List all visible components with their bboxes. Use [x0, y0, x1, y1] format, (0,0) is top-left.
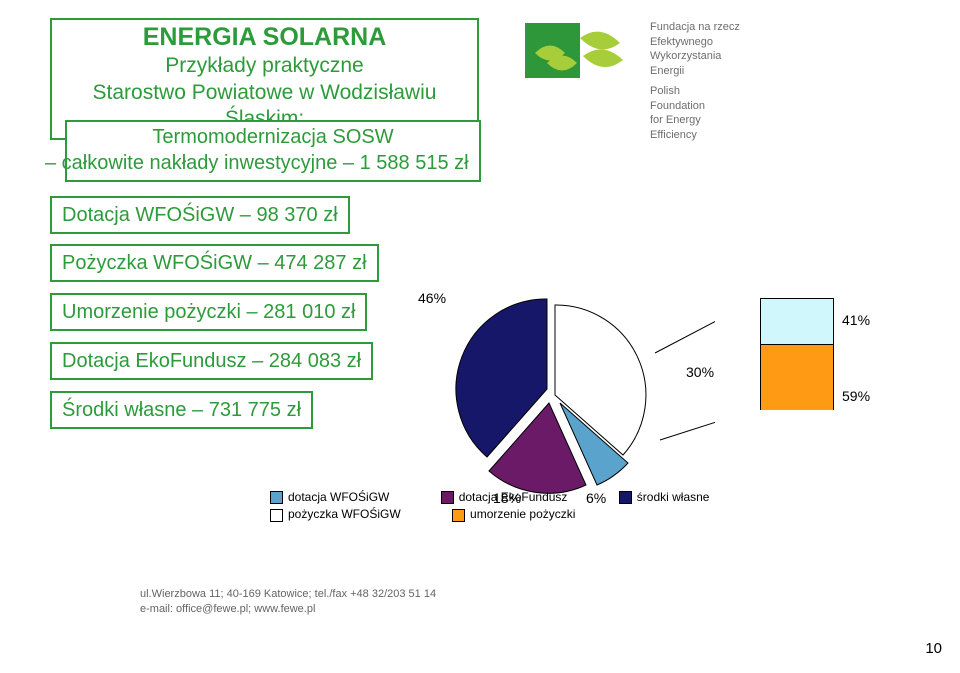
pie-label-30: 30% — [686, 364, 714, 380]
pie-chart — [395, 285, 715, 505]
legend-item: dotacja WFOŚiGW — [270, 490, 389, 504]
legend-swatch — [270, 491, 283, 504]
legend: dotacja WFOŚiGW dotacja EkoFundusz środk… — [270, 490, 757, 525]
logo-text: Fundacja na rzecz Efektywnego Wykorzysta… — [650, 20, 740, 142]
legend-swatch — [452, 509, 465, 522]
logo-en-line: for Energy — [650, 113, 740, 128]
legend-label: dotacja EkoFundusz — [459, 490, 568, 504]
legend-item: dotacja EkoFundusz — [441, 490, 568, 504]
header-subtitle-1: Przykłady praktyczne — [52, 53, 477, 79]
logo-pl-line: Wykorzystania — [650, 49, 740, 64]
legend-item: środki własne — [619, 490, 710, 504]
fewe-logo — [525, 18, 645, 108]
legend-label: pożyczka WFOŚiGW — [288, 507, 401, 521]
stacked-label-59: 59% — [842, 388, 870, 404]
item-dotacja-wfosigw: Dotacja WFOŚiGW – 98 370 zł — [50, 196, 350, 234]
footer-line-2: e-mail: office@fewe.pl; www.fewe.pl — [140, 602, 436, 617]
legend-label: dotacja WFOŚiGW — [288, 490, 389, 504]
legend-label: umorzenie pożyczki — [470, 507, 575, 521]
logo-pl-line: Efektywnego — [650, 35, 740, 50]
stacked-bottom — [761, 345, 833, 410]
pie-label-46: 46% — [418, 290, 446, 306]
legend-swatch — [270, 509, 283, 522]
stacked-top — [761, 299, 833, 345]
footer: ul.Wierzbowa 11; 40-169 Katowice; tel./f… — [140, 587, 436, 617]
page-number: 10 — [925, 640, 942, 657]
stacked-label-41: 41% — [842, 312, 870, 328]
item-umorzenie: Umorzenie pożyczki – 281 010 zł — [50, 293, 367, 331]
term-line-2: – całkowite nakłady inwestycyjne – 1 588… — [45, 150, 473, 176]
logo-pl-line: Fundacja na rzecz — [650, 20, 740, 35]
footer-line-1: ul.Wierzbowa 11; 40-169 Katowice; tel./f… — [140, 587, 436, 602]
legend-swatch — [619, 491, 632, 504]
stacked-bar — [760, 298, 834, 410]
item-srodki-wlasne: Środki własne – 731 775 zł — [50, 391, 313, 429]
term-box: Termomodernizacja SOSW – całkowite nakła… — [65, 120, 481, 182]
legend-label: środki własne — [637, 490, 710, 504]
logo-en-line: Efficiency — [650, 128, 740, 143]
page-title: ENERGIA SOLARNA — [52, 22, 477, 53]
logo-en-line: Polish — [650, 84, 740, 99]
logo-en-line: Foundation — [650, 99, 740, 114]
legend-item: pożyczka WFOŚiGW — [270, 507, 401, 521]
item-pozyczka-wfosigw: Pożyczka WFOŚiGW – 474 287 zł — [50, 244, 379, 282]
term-line-1: Termomodernizacja SOSW — [73, 124, 473, 150]
legend-item: umorzenie pożyczki — [452, 507, 575, 521]
legend-swatch — [441, 491, 454, 504]
logo-pl-line: Energii — [650, 64, 740, 79]
item-dotacja-ekofundusz: Dotacja EkoFundusz – 284 083 zł — [50, 342, 373, 380]
